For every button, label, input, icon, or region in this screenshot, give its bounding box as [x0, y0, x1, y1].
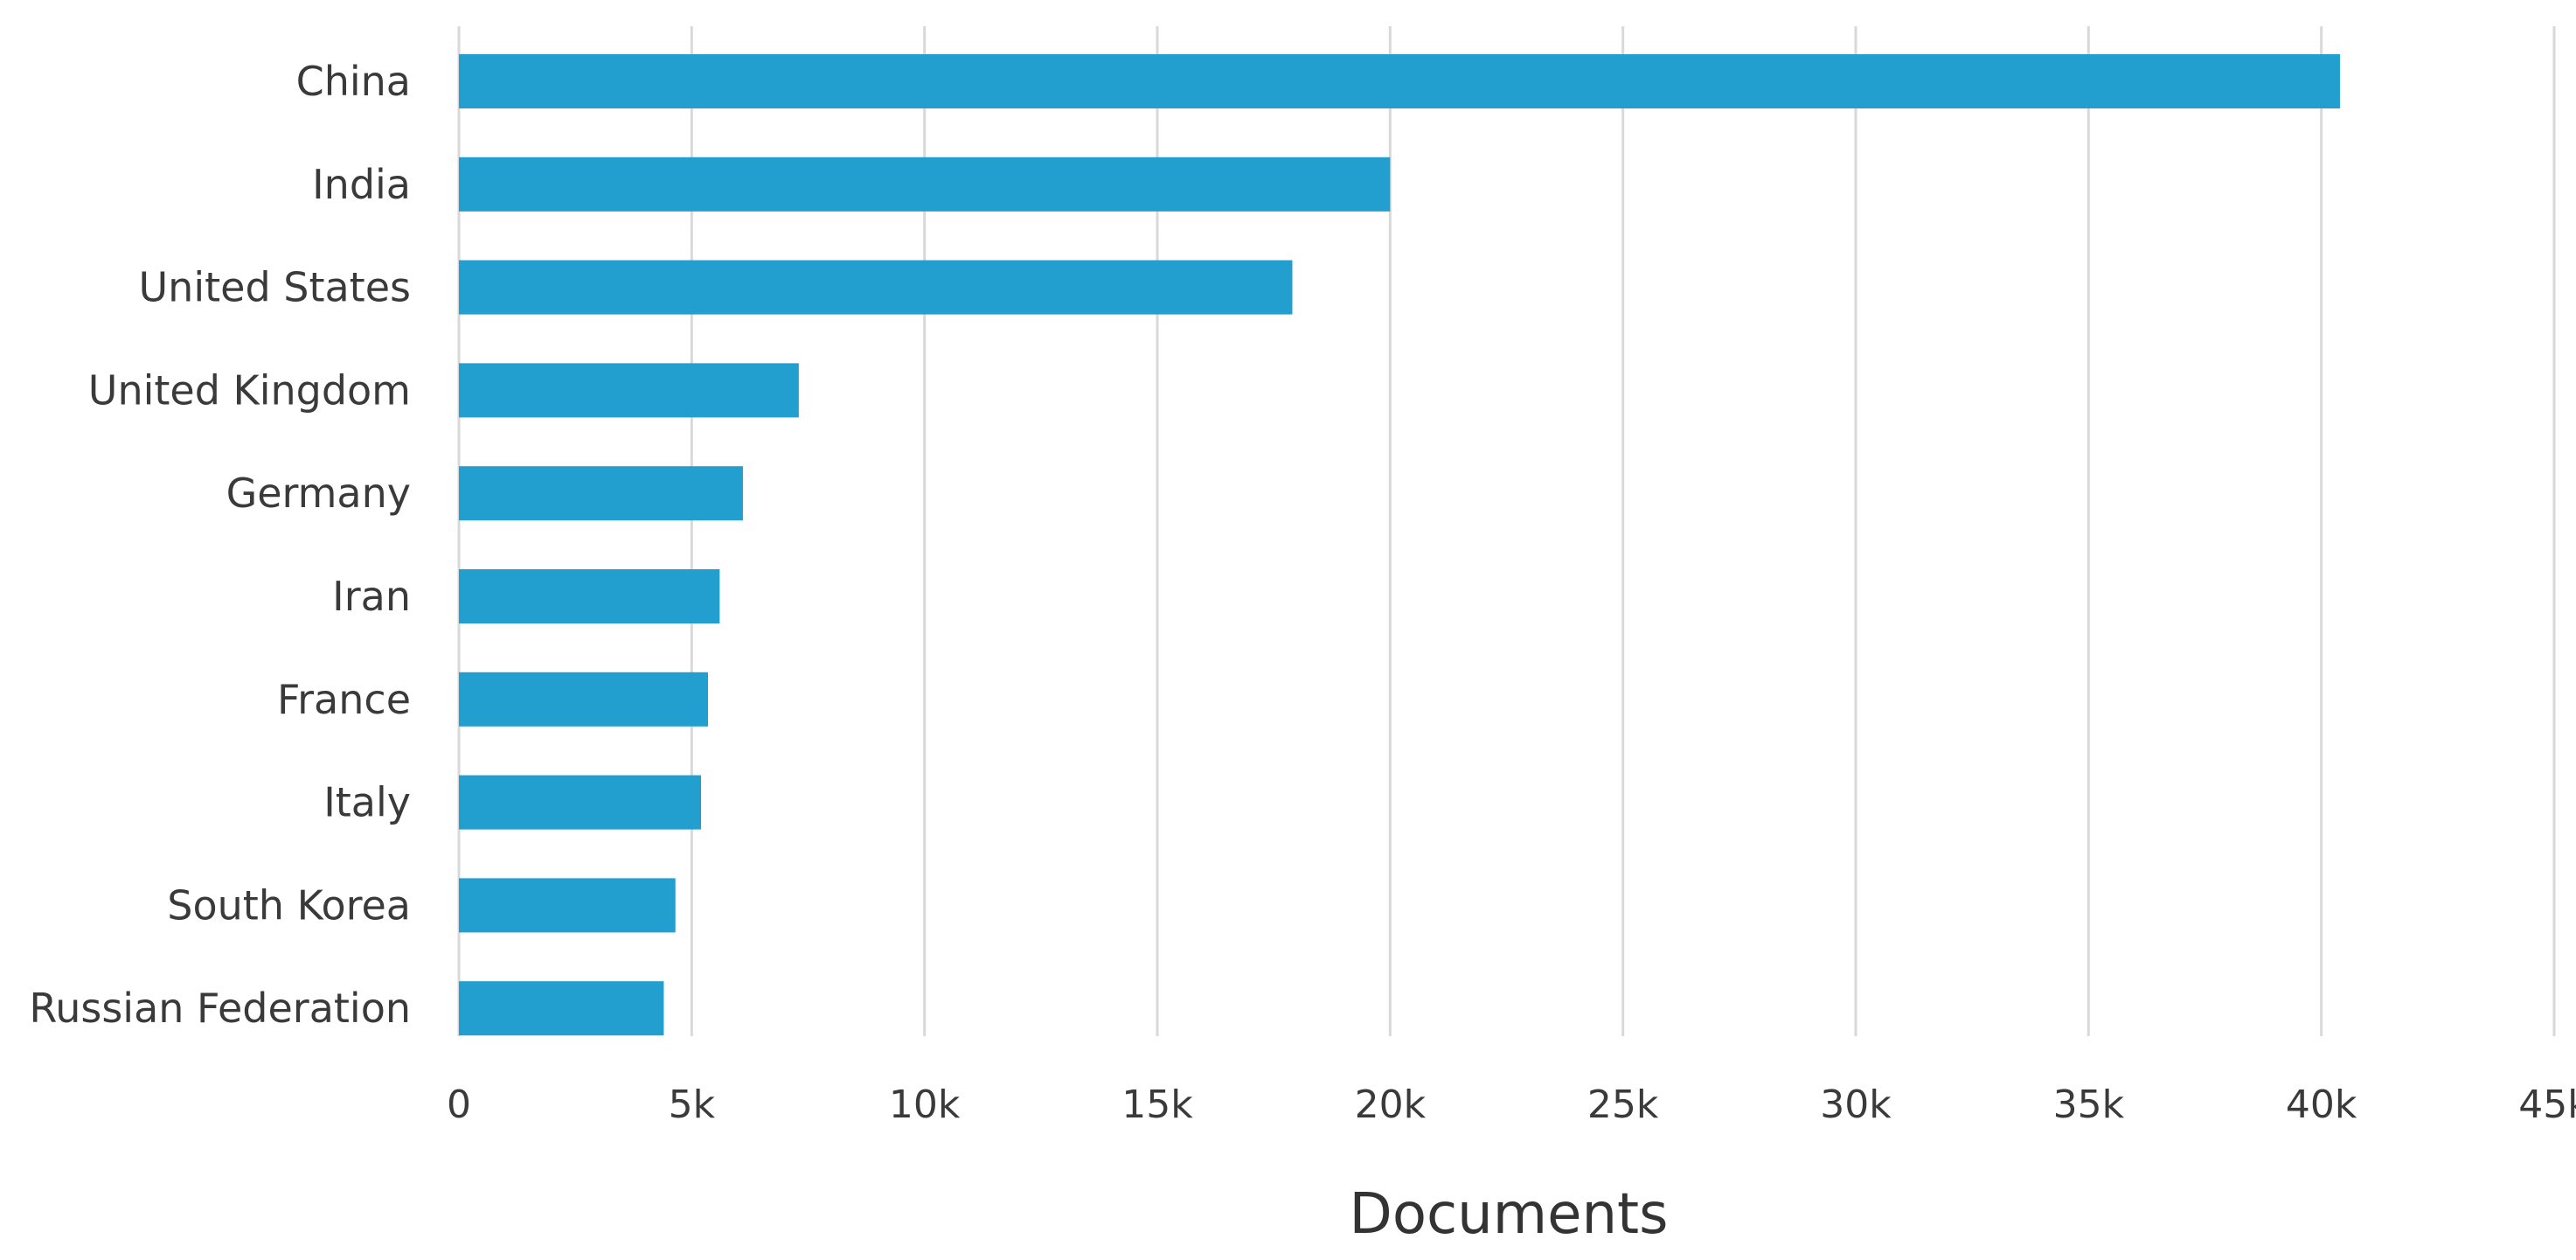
x-tick-label: 30k — [1820, 1082, 1892, 1127]
category-label: United Kingdom — [88, 366, 411, 414]
bar-india — [459, 157, 1391, 212]
category-labels: China India United States United Kingdom Ger… — [29, 58, 411, 1032]
x-tick-label: 15k — [1121, 1082, 1193, 1127]
x-tick-label: 5k — [669, 1082, 716, 1127]
bars — [459, 54, 2340, 1036]
category-label: France — [277, 676, 411, 723]
x-axis-title: Documents — [1350, 1182, 1669, 1247]
x-tick-label: 45k — [2518, 1082, 2576, 1127]
category-label: Iran — [332, 573, 411, 620]
bar-france — [459, 672, 708, 727]
bar-italy — [459, 775, 701, 830]
category-label: India — [312, 161, 411, 208]
x-tick-label: 0 — [447, 1082, 471, 1127]
x-tick-label: 25k — [1587, 1082, 1659, 1127]
bar-germany — [459, 466, 743, 521]
category-label: United States — [139, 264, 412, 311]
category-label: Russian Federation — [29, 985, 411, 1032]
bar-china — [459, 54, 2340, 108]
bar-iran — [459, 569, 720, 623]
category-label: South Korea — [167, 881, 411, 929]
category-label: China — [296, 58, 411, 105]
x-tick-label: 20k — [1355, 1082, 1427, 1127]
bar-russian-federation — [459, 981, 664, 1036]
bar-united-states — [459, 260, 1293, 315]
x-tick-label: 40k — [2286, 1082, 2357, 1127]
bar-south-korea — [459, 878, 676, 933]
category-label: Germany — [226, 470, 411, 517]
x-tick-labels: 0 5k 10k 15k 20k 25k 30k 35k 40k 45k — [447, 1082, 2576, 1127]
category-label: Italy — [323, 779, 411, 826]
x-tick-label: 35k — [2053, 1082, 2125, 1127]
bar-united-kingdom — [459, 363, 799, 418]
x-tick-label: 10k — [889, 1082, 961, 1127]
